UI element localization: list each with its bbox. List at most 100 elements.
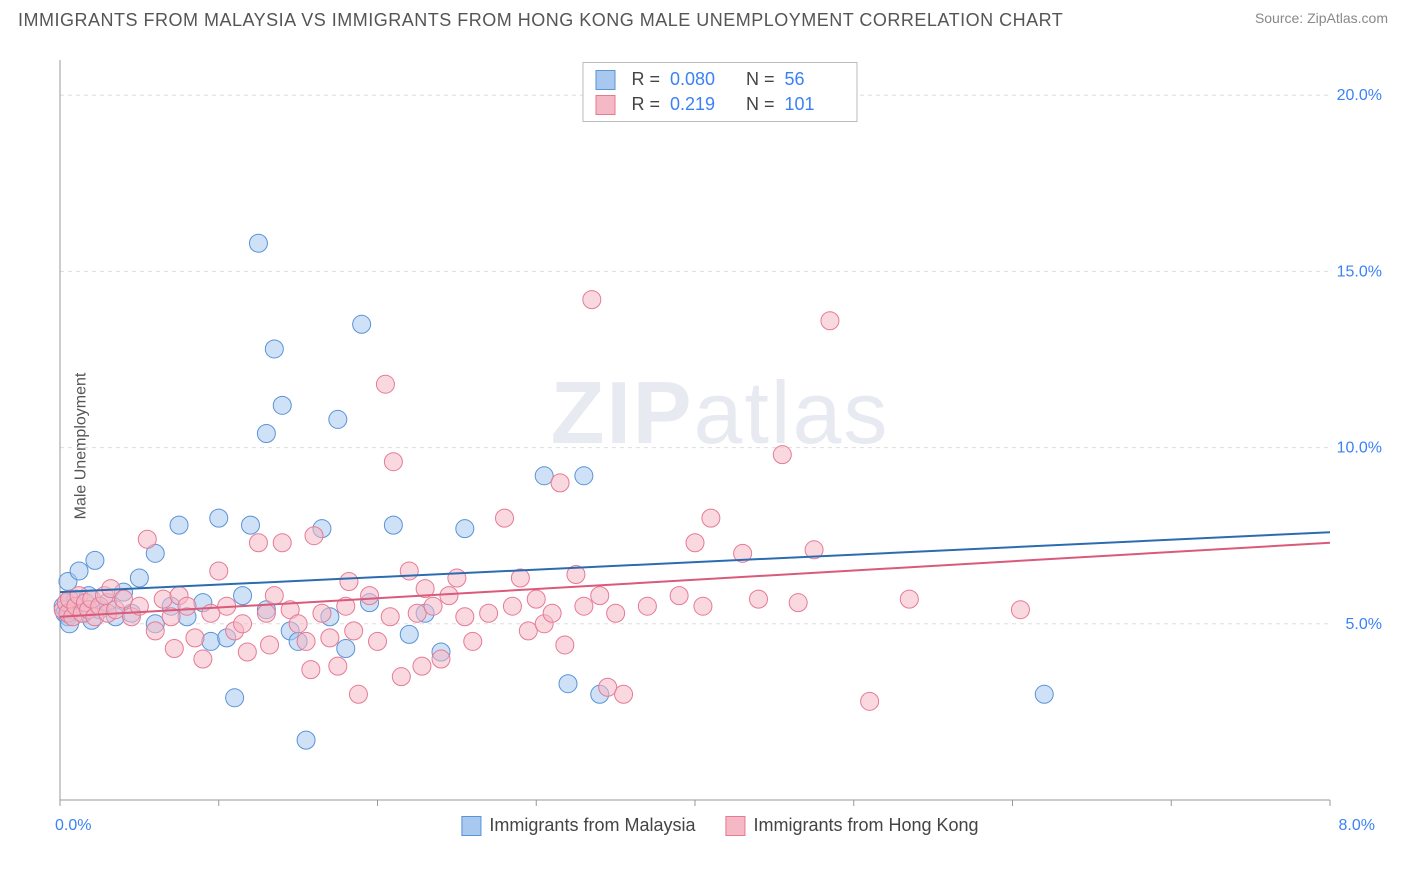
legend-swatch [595,70,615,90]
data-point [210,509,228,527]
data-point [559,675,577,693]
data-point [503,597,521,615]
data-point [249,234,267,252]
series-legend: Immigrants from Malaysia Immigrants from … [461,815,978,836]
data-point [519,622,537,640]
data-point [165,639,183,657]
data-point [448,569,466,587]
data-point [392,668,410,686]
n-label: N = [746,94,775,115]
data-point [583,291,601,309]
legend-swatch [461,816,481,836]
data-point [861,692,879,710]
legend-label: Immigrants from Hong Kong [753,815,978,836]
data-point [456,520,474,538]
r-value: 0.080 [670,69,730,90]
data-point [384,453,402,471]
data-point [86,551,104,569]
chart-area: ZIPatlas 5.0%10.0%15.0%20.0%0.0%8.0% R =… [50,50,1390,840]
data-point [464,632,482,650]
data-point [615,685,633,703]
data-point [1011,601,1029,619]
data-point [413,657,431,675]
data-point [400,625,418,643]
n-value: 101 [785,94,845,115]
data-point [130,569,148,587]
data-point [511,569,529,587]
data-point [543,604,561,622]
data-point [1035,685,1053,703]
data-point [273,534,291,552]
data-point [686,534,704,552]
data-point [369,632,387,650]
data-point [70,562,88,580]
data-point [297,731,315,749]
data-point [238,643,256,661]
data-point [345,622,363,640]
data-point [424,597,442,615]
data-point [305,527,323,545]
data-point [821,312,839,330]
data-point [226,689,244,707]
data-point [194,650,212,668]
data-point [575,597,593,615]
data-point [265,587,283,605]
data-point [289,615,307,633]
data-point [556,636,574,654]
data-point [551,474,569,492]
title-bar: IMMIGRANTS FROM MALAYSIA VS IMMIGRANTS F… [0,0,1406,31]
data-point [321,629,339,647]
legend-item: Immigrants from Hong Kong [725,815,978,836]
data-point [527,590,545,608]
legend-item: Immigrants from Malaysia [461,815,695,836]
data-point [265,340,283,358]
data-point [591,587,609,605]
y-tick-label: 15.0% [1337,263,1382,280]
data-point [302,661,320,679]
data-point [670,587,688,605]
data-point [186,629,204,647]
data-point [376,375,394,393]
data-point [234,615,252,633]
y-tick-label: 5.0% [1346,616,1382,633]
n-value: 56 [785,69,845,90]
data-point [329,410,347,428]
data-point [170,516,188,534]
data-point [242,516,260,534]
data-point [340,573,358,591]
r-value: 0.219 [670,94,730,115]
data-point [115,590,133,608]
y-tick-label: 10.0% [1337,440,1382,457]
data-point [599,678,617,696]
data-point [178,597,196,615]
data-point [750,590,768,608]
data-point [607,604,625,622]
data-point [773,446,791,464]
data-point [329,657,347,675]
legend-stat-row: R =0.080N =56 [595,67,844,92]
data-point [261,636,279,654]
data-point [361,587,379,605]
r-label: R = [631,69,660,90]
correlation-legend: R =0.080N =56R =0.219N =101 [582,62,857,122]
data-point [456,608,474,626]
scatter-plot: 5.0% 10.0% 15.0% 20.0% 0.0% 8.0% [50,50,1390,840]
legend-swatch [725,816,745,836]
data-point [257,604,275,622]
legend-label: Immigrants from Malaysia [489,815,695,836]
data-point [789,594,807,612]
x-tick-label: 0.0% [55,817,91,834]
data-point [154,590,172,608]
data-point [694,597,712,615]
source-label: Source: ZipAtlas.com [1255,10,1388,26]
data-point [313,604,331,622]
data-point [210,562,228,580]
data-point [337,639,355,657]
x-tick-label: 8.0% [1339,817,1375,834]
data-point [496,509,514,527]
data-point [432,650,450,668]
data-point [408,604,426,622]
y-tick-label: 20.0% [1337,87,1382,104]
data-point [257,425,275,443]
data-point [381,608,399,626]
